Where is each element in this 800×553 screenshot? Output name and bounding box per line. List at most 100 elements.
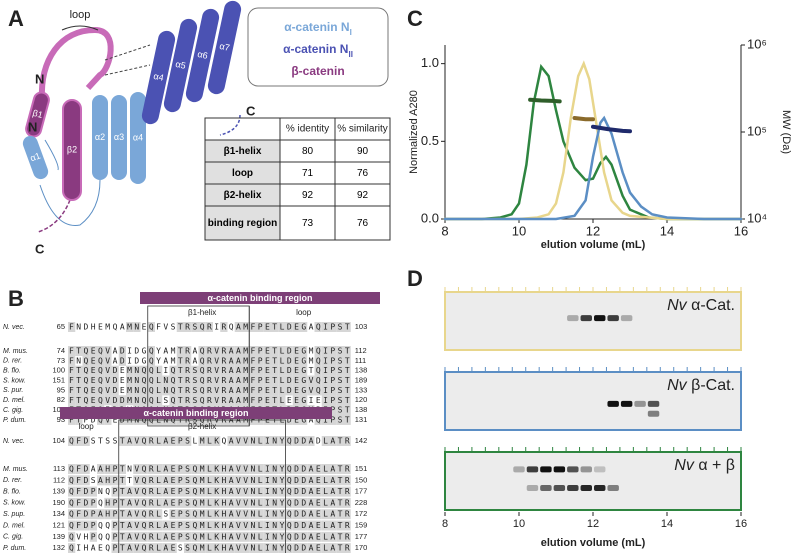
conservation-shade [118,531,126,542]
conservation-shade [336,346,344,356]
conservation-shade [111,531,119,542]
conservation-shade [234,395,242,406]
conservation-shade [278,346,286,356]
conservation-shade [220,531,228,542]
conservation-shade [118,486,126,497]
helix-label: α6 [197,49,209,61]
conservation-shade [140,365,148,376]
conservation-shade [126,509,134,520]
conservation-shade [68,475,76,486]
conservation-shade [162,543,170,553]
gel-band [553,466,566,473]
conservation-shade [176,385,184,396]
conservation-shade [68,520,76,531]
conservation-shade [118,475,126,486]
conservation-shade [278,385,286,396]
conservation-shade [140,475,148,486]
connector [39,179,101,226]
conservation-shade [256,486,264,497]
conservation-shade [343,497,351,508]
conservation-shade [321,385,329,396]
helix-body [62,99,82,201]
conservation-shade [292,365,300,376]
start-position: 139 [52,532,65,541]
conservation-shade [75,365,83,376]
conservation-shade [169,395,177,406]
conservation-shade [278,497,286,508]
helix: α3 [111,95,127,180]
conservation-shade [329,475,337,486]
species-label: D. rer. [3,358,22,365]
conservation-shade [263,355,271,366]
connector [37,199,71,233]
conservation-shade [329,464,337,474]
conservation-shade [249,346,257,356]
conservation-shade [82,385,90,396]
conservation-shade [314,322,322,332]
sequence: QFDSTSSTAVQRLAEPSLMLKQAVVNLINYQDDADLATR [69,437,350,446]
conservation-shade [184,497,192,508]
conservation-shade [220,385,228,396]
conservation-shade [307,543,315,553]
conservation-shade [184,436,192,446]
loop-label: loop [79,422,95,431]
helix-label: β2 [67,144,77,154]
conservation-shade [256,346,264,356]
conservation-shade [249,497,257,508]
sequence: QFDSAHPTTVQRLAEPSQMLKHAVVNLINYQDDAELATR [69,476,350,485]
conservation-shade [147,365,155,376]
end-position: 133 [355,385,368,394]
gel-band [553,484,566,491]
helix-box [118,419,286,553]
conservation-shade [118,355,126,366]
conservation-shade [198,385,206,396]
conservation-shade [147,436,155,446]
species-label: B. flo. [3,368,21,375]
conservation-shade [278,475,286,486]
terminus-label: C [246,103,256,118]
conservation-shade [249,375,257,386]
conservation-shade [155,475,163,486]
conservation-shade [278,531,286,542]
gel-band [594,484,606,491]
start-position: 190 [52,498,65,507]
helix-label: α4 [153,71,165,83]
conservation-shade [249,355,257,366]
conservation-shade [89,486,97,497]
conservation-shade [227,436,235,446]
conservation-shade [126,375,134,386]
conservation-shade [111,543,119,553]
end-position: 159 [355,520,368,529]
conservation-shade [285,520,293,531]
conservation-shade [162,486,170,497]
conservation-shade [292,414,300,425]
end-position: 151 [355,464,368,473]
conservation-shade [97,385,105,396]
conservation-shade [329,509,337,520]
conservation-shade [155,464,163,474]
helix-body [22,135,49,180]
y2-axis-label: MW (Da) [780,110,792,154]
series-line [591,124,632,134]
conservation-shade [191,475,199,486]
conservation-shade [256,385,264,396]
table-cell: 92 [356,189,369,201]
conservation-shade [198,346,206,356]
conservation-shade [133,531,141,542]
conservation-shade [343,355,351,366]
conservation-shade [169,543,177,553]
conservation-shade [155,436,163,446]
conservation-shade [321,395,329,406]
conservation-shade [234,355,242,366]
conservation-shade [314,346,322,356]
conservation-shade [271,520,279,531]
conservation-shade [343,322,351,332]
conservation-shade [227,464,235,474]
conservation-shade [292,509,300,520]
conservation-shade [336,464,344,474]
conservation-shade [140,520,148,531]
gel-band [567,466,579,473]
conservation-shade [292,486,300,497]
conservation-shade [75,346,83,356]
conservation-shade [184,346,192,356]
